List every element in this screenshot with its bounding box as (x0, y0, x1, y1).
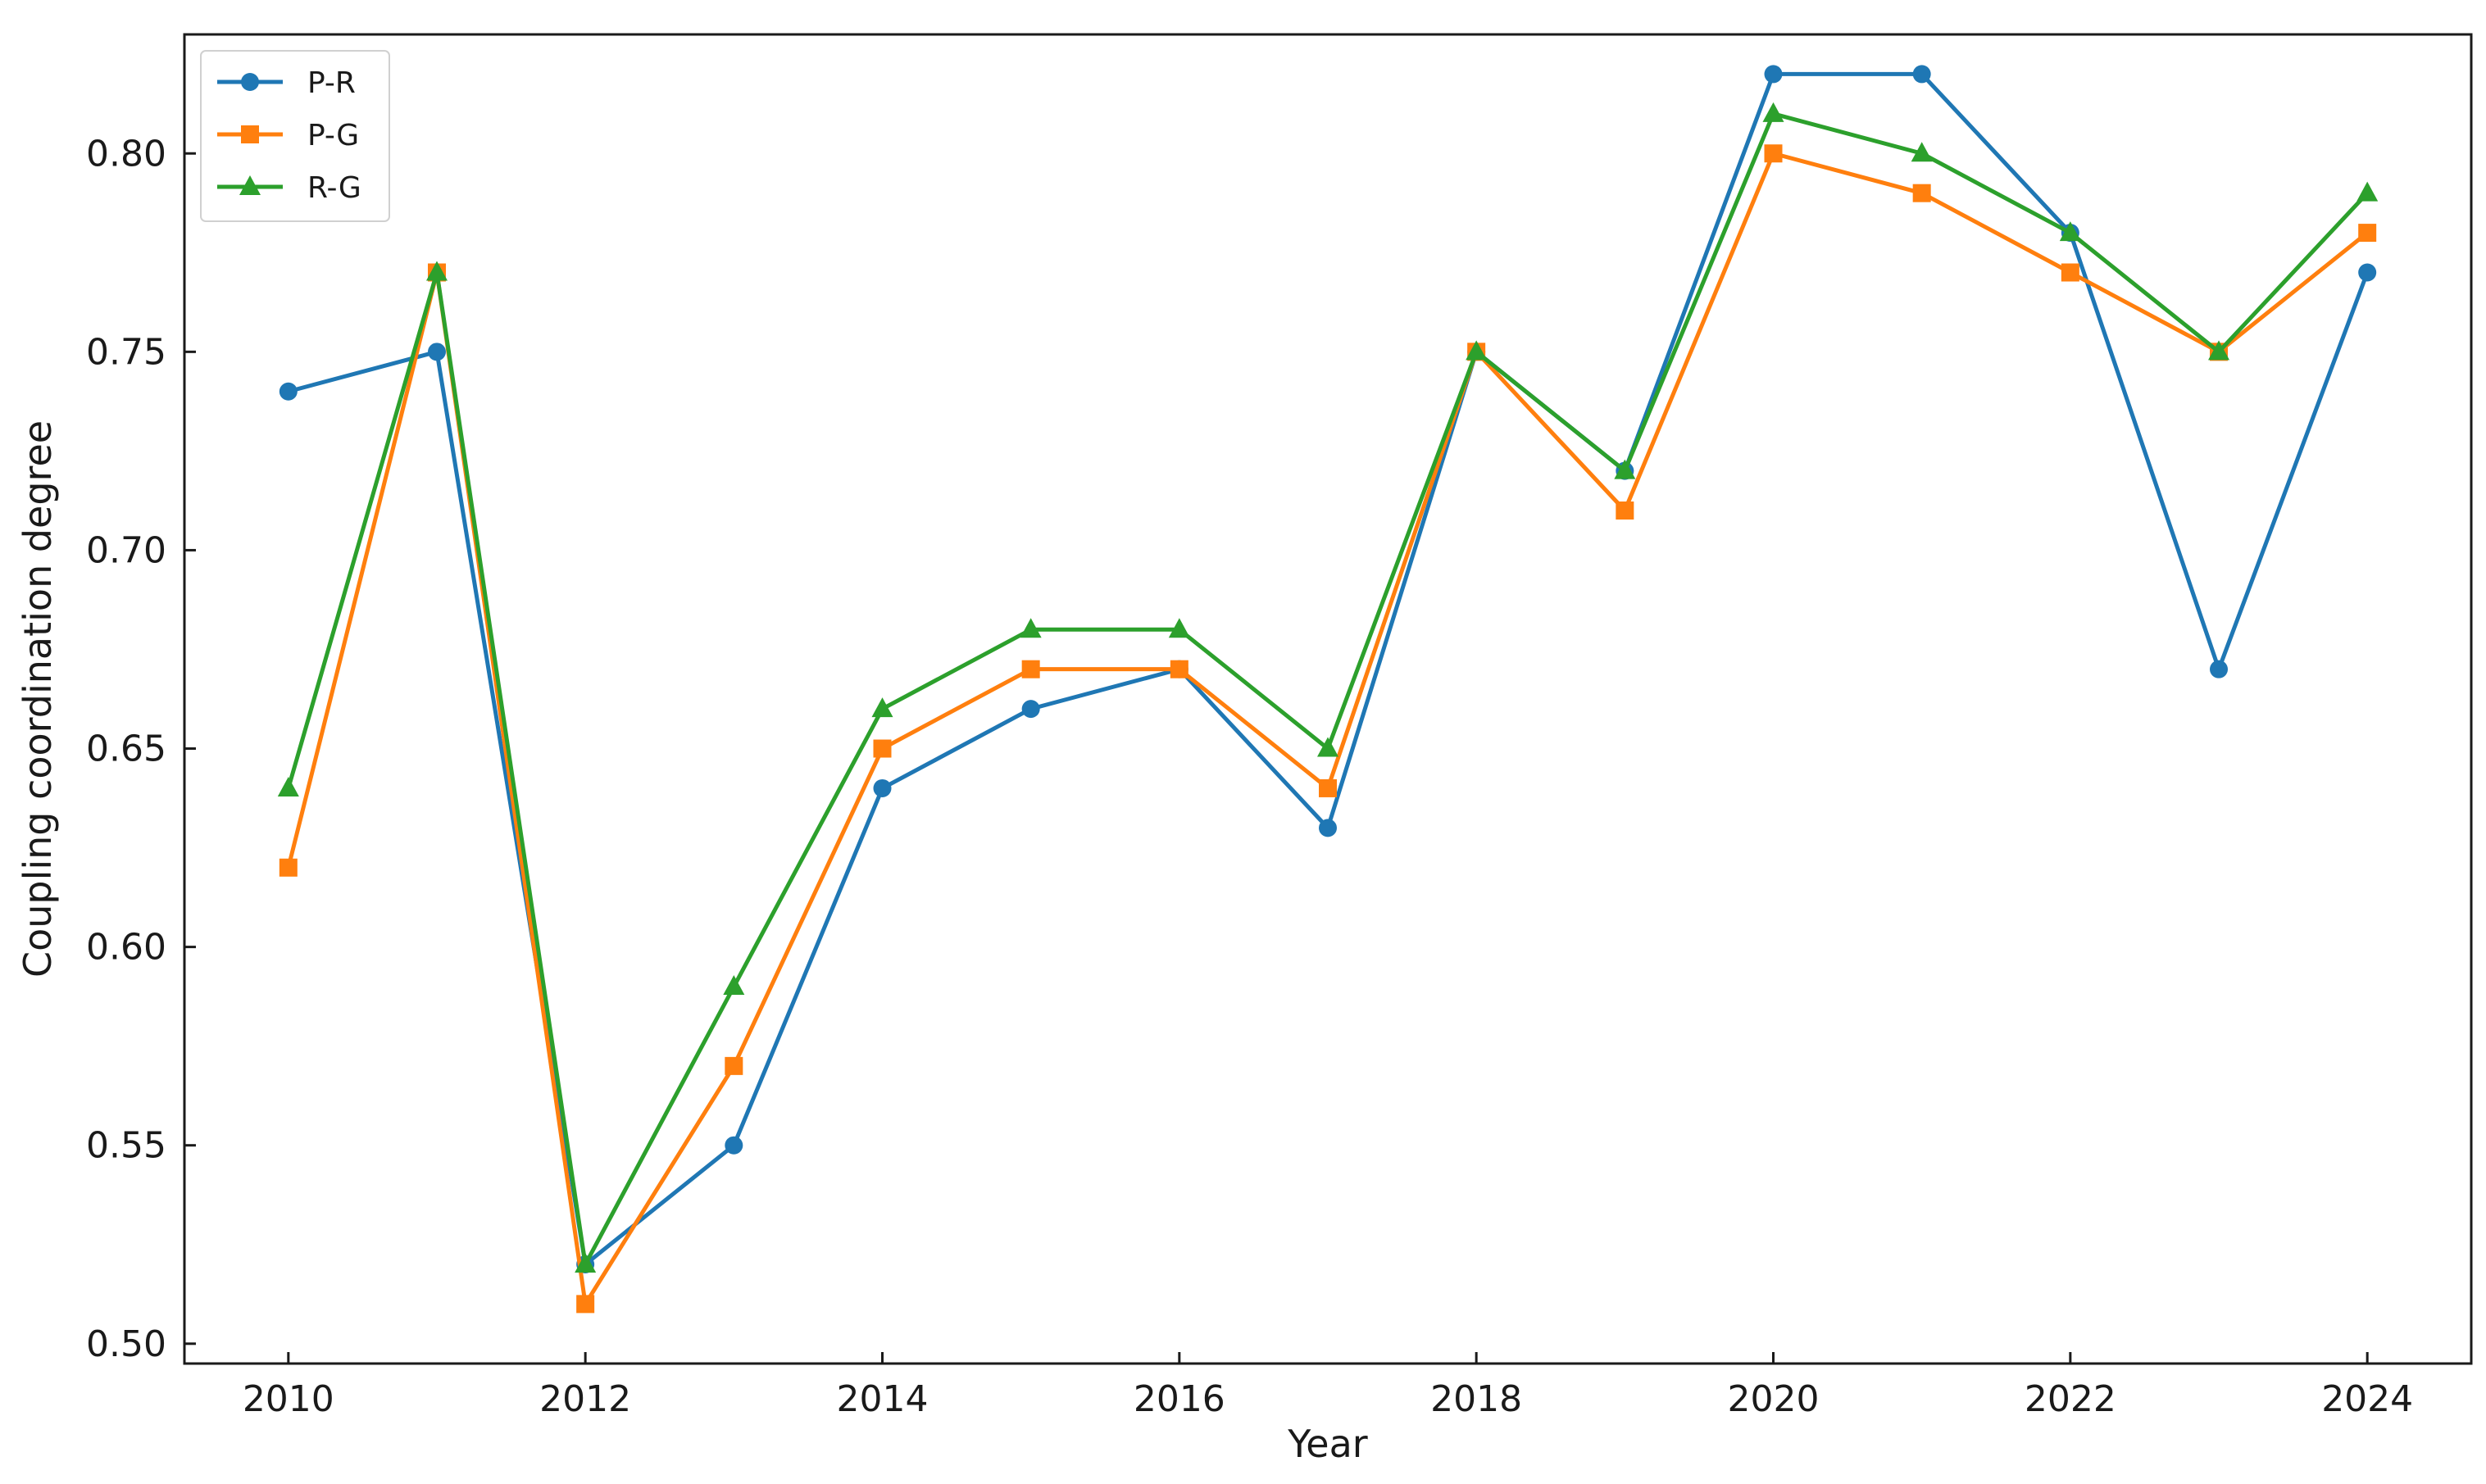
legend: P-R P-G R-G (200, 50, 390, 222)
data-point-p-r (2210, 660, 2229, 678)
y-axis-ticks: 0.50 0.55 0.60 0.65 0.70 0.75 0.80 (86, 133, 196, 1365)
data-point-r-g (575, 1252, 597, 1273)
x-tick-label: 2016 (1134, 1378, 1225, 1420)
y-tick-label: 0.65 (86, 728, 166, 770)
y-tick-label: 0.50 (86, 1323, 166, 1365)
data-point-p-r (873, 778, 892, 797)
x-tick-label: 2018 (1430, 1378, 1522, 1420)
data-point-p-g (279, 858, 298, 877)
data-point-p-g (576, 1295, 595, 1314)
data-point-r-g (1168, 618, 1190, 638)
x-tick-label: 2014 (837, 1378, 929, 1420)
legend-label-p-g: P-G (307, 119, 359, 152)
data-point-p-g (1319, 778, 1337, 797)
data-point-r-g (2356, 181, 2379, 202)
legend-marker-p-r (241, 73, 259, 91)
data-point-r-g (1614, 459, 1636, 479)
data-point-p-r (725, 1136, 743, 1155)
legend-box (200, 50, 390, 222)
data-point-r-g (1762, 102, 1784, 122)
data-point-r-g (2208, 340, 2230, 361)
x-tick-label: 2020 (1728, 1378, 1820, 1420)
data-point-p-g (1912, 184, 1931, 202)
data-point-r-g (871, 697, 893, 718)
data-point-p-r (1319, 819, 1337, 837)
data-point-p-r (2358, 263, 2377, 282)
data-point-p-g (2358, 224, 2377, 243)
data-point-r-g (1911, 142, 1933, 162)
x-tick-label: 2024 (2321, 1378, 2413, 1420)
legend-label-p-r: P-R (307, 66, 356, 100)
x-tick-label: 2012 (539, 1378, 631, 1420)
data-point-p-r (279, 382, 298, 401)
data-point-p-g (1170, 660, 1188, 678)
y-tick-label: 0.60 (86, 927, 166, 969)
x-tick-label: 2010 (243, 1378, 334, 1420)
data-point-r-g (2059, 221, 2081, 242)
plot-frame (183, 33, 2473, 1365)
x-axis-title: Year (1287, 1422, 1367, 1466)
data-point-r-g (1317, 737, 1338, 757)
series-r-g (277, 102, 2379, 1273)
x-axis-ticks: 2010 2012 2014 2016 2018 2020 2022 2024 (243, 1352, 2413, 1420)
y-tick-label: 0.75 (86, 331, 166, 373)
legend-label-r-g: R-G (307, 171, 361, 205)
series-layer (277, 65, 2379, 1314)
data-point-p-g (1616, 501, 1634, 520)
y-tick-label: 0.70 (86, 529, 166, 571)
legend-marker-p-g (241, 125, 259, 143)
data-point-r-g (425, 261, 448, 281)
y-tick-label: 0.80 (86, 133, 166, 175)
data-point-r-g (277, 776, 299, 796)
data-point-p-g (1021, 660, 1040, 678)
data-point-p-r (1764, 65, 1783, 84)
x-tick-label: 2022 (2025, 1378, 2116, 1420)
data-point-p-r (427, 343, 446, 361)
y-tick-label: 0.55 (86, 1125, 166, 1167)
y-axis-title: Coupling coordination degree (16, 420, 60, 978)
data-point-p-g (873, 739, 892, 758)
data-point-r-g (723, 975, 745, 996)
legend-marker-r-g (239, 175, 261, 195)
data-point-p-g (1764, 144, 1783, 163)
data-point-p-r (1021, 700, 1040, 719)
data-point-p-g (2061, 263, 2079, 282)
data-point-r-g (1466, 340, 1488, 361)
data-point-r-g (1020, 618, 1042, 638)
data-point-p-r (1912, 65, 1931, 84)
data-point-p-g (725, 1056, 743, 1075)
